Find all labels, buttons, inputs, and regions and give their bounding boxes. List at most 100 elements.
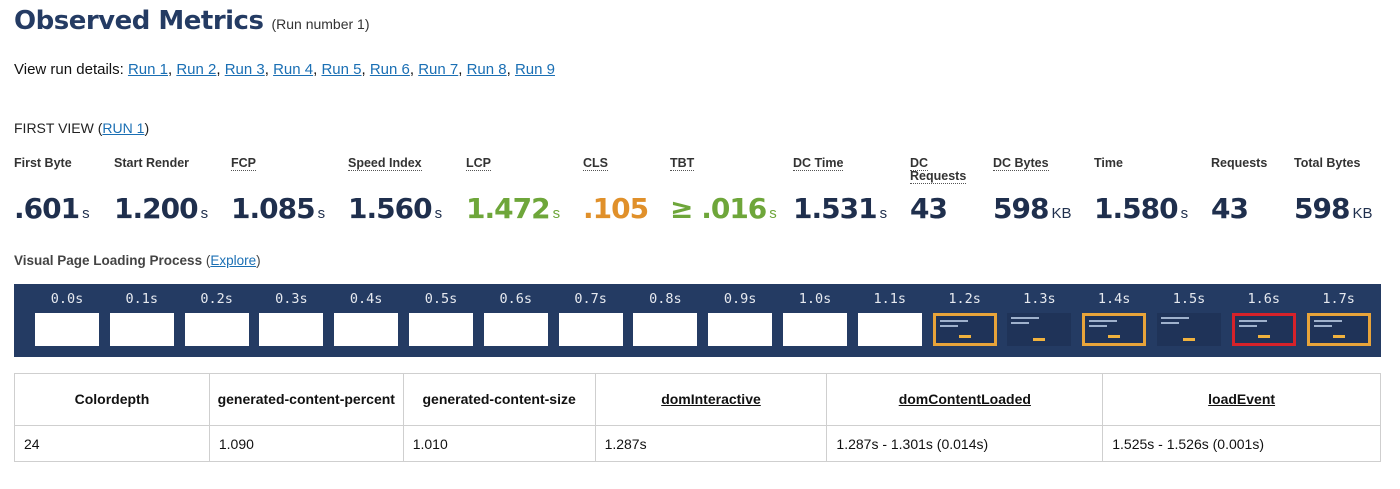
first-view-label: FIRST VIEW (	[14, 120, 103, 136]
filmstrip-frame[interactable]: 0.7s	[556, 284, 626, 357]
column-header-loadevent[interactable]: loadEvent	[1102, 373, 1381, 426]
filmstrip-frame[interactable]: 0.8s	[630, 284, 700, 357]
filmstrip-frame-time: 0.5s	[424, 291, 458, 307]
filmstrip-frame[interactable]: 0.2s	[182, 284, 252, 357]
filmstrip-frame-time: 0.4s	[349, 291, 383, 307]
filmstrip-frame-time: 1.0s	[798, 291, 832, 307]
explore-link[interactable]: Explore	[210, 253, 257, 268]
filmstrip-frame[interactable]: 0.6s	[481, 284, 551, 357]
metric-label: DC Requests	[910, 156, 967, 184]
filmstrip-frame[interactable]: 1.2s	[930, 284, 1000, 357]
filmstrip-frame[interactable]: 1.7s	[1304, 284, 1374, 357]
metric-value: 1.200 s	[114, 192, 209, 225]
run-link-5[interactable]: Run 5	[321, 61, 362, 78]
filmstrip-frame-thumbnail	[1231, 313, 1296, 346]
filmstrip-frame-thumbnail	[783, 313, 847, 346]
metric-label: Start Render	[114, 156, 190, 170]
metric-label: Speed Index	[348, 156, 422, 171]
filmstrip: 0.0s 0.1s 0.2s 0.3s 0.4s 0.5s 0.6s 0.7s 0.8s 0.9s…	[14, 284, 1381, 357]
column-header-generated-content-size: generated-content-size	[402, 373, 596, 426]
first-view-run-link[interactable]: RUN 1	[102, 120, 145, 136]
filmstrip-frame-time: 0.3s	[275, 291, 308, 307]
filmstrip-frame-time: 1.2s	[948, 291, 981, 307]
metric-label: First Byte	[14, 156, 72, 170]
filmstrip-frame[interactable]: 0.1s	[107, 284, 177, 357]
filmstrip-frame[interactable]: 0.0s	[32, 284, 102, 357]
metric-tbt[interactable]: TBT ≥ .016 s	[670, 156, 777, 225]
filmstrip-frame[interactable]: 1.6s	[1229, 284, 1299, 357]
metric-total-bytes: Total Bytes 598 KB	[1294, 156, 1372, 226]
metric-start-render: Start Render 1.200 s	[114, 156, 208, 226]
metric-label: FCP	[231, 156, 256, 171]
table-cell-generated-content-percent: 1.090	[208, 425, 404, 462]
table-header-row: Colordepth generated-content-percent gen…	[14, 373, 1381, 426]
filmstrip-frame-thumbnail	[334, 313, 399, 346]
column-header-colordepth: Colordepth	[14, 373, 210, 426]
metric-label: DC Bytes	[993, 156, 1049, 171]
metric-value: 598 KB	[993, 192, 1072, 225]
filmstrip-frame[interactable]: 1.3s	[1004, 284, 1074, 357]
filmstrip-frame-thumbnail	[35, 313, 99, 346]
filmstrip-frame[interactable]: 0.9s	[705, 284, 775, 357]
run-link-3[interactable]: Run 3	[224, 61, 265, 78]
run-link-6[interactable]: Run 6	[369, 61, 410, 78]
filmstrip-frame-thumbnail	[1007, 313, 1072, 346]
first-view-close: )	[144, 120, 150, 136]
run-link-2[interactable]: Run 2	[176, 61, 217, 78]
run-number: (Run number 1)	[271, 16, 370, 32]
metric-label: DC Time	[793, 156, 844, 171]
metric-label: LCP	[466, 156, 491, 171]
filmstrip-frame-time: 1.3s	[1023, 291, 1056, 307]
filmstrip-frame-time: 0.2s	[200, 291, 233, 307]
metric-cls[interactable]: CLS .105	[583, 156, 649, 225]
metric-value: 1.472 s	[466, 192, 561, 225]
metric-lcp[interactable]: LCP 1.472 s	[466, 156, 560, 225]
metric-label: TBT	[670, 156, 695, 171]
table-row: 24 1.090 1.010 1.287s 1.287s - 1.301s (0…	[14, 425, 1381, 462]
filmstrip-frame-thumbnail	[109, 313, 174, 346]
filmstrip-frame-time: 0.7s	[574, 291, 607, 307]
metric-label: Total Bytes	[1294, 156, 1361, 170]
filmstrip-frame[interactable]: 1.0s	[780, 284, 850, 357]
filmstrip-frame-thumbnail	[259, 313, 324, 346]
column-header-generated-content-percent: generated-content-percent	[208, 373, 404, 426]
metric-requests: Requests 43	[1211, 157, 1267, 226]
run-link-9[interactable]: Run 9	[514, 61, 555, 78]
metric-value: 1.085 s	[231, 192, 326, 225]
metric-dc-requests[interactable]: DC Requests 43	[910, 156, 980, 225]
filmstrip-frame-thumbnail	[558, 313, 623, 346]
metric-value: 1.580 s	[1094, 192, 1189, 225]
filmstrip-frame-time: 1.4s	[1097, 291, 1131, 307]
filmstrip-frame-thumbnail	[184, 313, 249, 346]
filmstrip-frame[interactable]: 0.3s	[256, 284, 326, 357]
filmstrip-frame-thumbnail	[1157, 313, 1221, 346]
visual-loading-label: Visual Page Loading Process	[14, 253, 203, 268]
metric-fcp[interactable]: FCP 1.085 s	[231, 156, 325, 225]
column-header-domcontentloaded[interactable]: domContentLoaded	[826, 373, 1104, 426]
run-link-7[interactable]: Run 7	[418, 61, 459, 78]
table-cell-loadevent: 1.525s - 1.526s (0.001s)	[1102, 425, 1381, 462]
filmstrip-frame[interactable]: 0.4s	[331, 284, 401, 357]
table-cell-colordepth: 24	[14, 425, 210, 462]
column-header-dominteractive[interactable]: domInteractive	[594, 373, 828, 426]
page-title: Observed Metrics	[14, 6, 264, 36]
run-link-8[interactable]: Run 8	[466, 61, 507, 78]
filmstrip-frame-time: 1.7s	[1322, 291, 1355, 307]
metric-dc-bytes[interactable]: DC Bytes 598 KB	[993, 156, 1071, 225]
filmstrip-frame-thumbnail	[1082, 313, 1147, 346]
metric-value: 43	[910, 192, 948, 225]
filmstrip-frame-time: 0.6s	[499, 291, 533, 307]
run-link-4[interactable]: Run 4	[273, 61, 314, 78]
filmstrip-frame-time: 1.5s	[1172, 291, 1206, 307]
filmstrip-frame[interactable]: 1.1s	[855, 284, 925, 357]
filmstrip-frame-thumbnail	[932, 313, 997, 346]
run-link-1[interactable]: Run 1	[127, 61, 168, 78]
metric-dc-time[interactable]: DC Time 1.531 s	[793, 156, 887, 225]
filmstrip-frame[interactable]: 1.5s	[1154, 284, 1224, 357]
filmstrip-frame[interactable]: 1.4s	[1079, 284, 1149, 357]
filmstrip-frame[interactable]: 0.5s	[406, 284, 476, 357]
metric-time: Time 1.580 s	[1094, 156, 1188, 226]
metric-speed-index[interactable]: Speed Index 1.560 s	[348, 156, 442, 225]
metric-first-byte: First Byte .601 s	[14, 156, 90, 226]
metric-label: Time	[1094, 156, 1123, 170]
